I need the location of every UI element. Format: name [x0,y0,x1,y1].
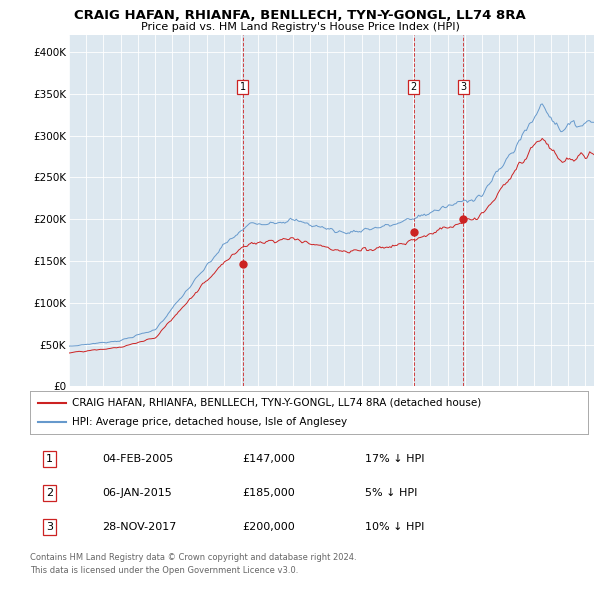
Text: 04-FEB-2005: 04-FEB-2005 [103,454,174,464]
Text: 1: 1 [239,82,246,92]
Text: 10% ↓ HPI: 10% ↓ HPI [365,522,424,532]
Text: 06-JAN-2015: 06-JAN-2015 [103,488,172,497]
Text: £200,000: £200,000 [242,522,295,532]
Text: CRAIG HAFAN, RHIANFA, BENLLECH, TYN-Y-GONGL, LL74 8RA: CRAIG HAFAN, RHIANFA, BENLLECH, TYN-Y-GO… [74,9,526,22]
Text: 17% ↓ HPI: 17% ↓ HPI [365,454,424,464]
Text: 1: 1 [46,454,53,464]
Text: £185,000: £185,000 [242,488,295,497]
Text: 5% ↓ HPI: 5% ↓ HPI [365,488,417,497]
Text: Price paid vs. HM Land Registry's House Price Index (HPI): Price paid vs. HM Land Registry's House … [140,22,460,32]
Text: 3: 3 [46,522,53,532]
Text: HPI: Average price, detached house, Isle of Anglesey: HPI: Average price, detached house, Isle… [72,417,347,427]
Text: £147,000: £147,000 [242,454,295,464]
Text: CRAIG HAFAN, RHIANFA, BENLLECH, TYN-Y-GONGL, LL74 8RA (detached house): CRAIG HAFAN, RHIANFA, BENLLECH, TYN-Y-GO… [72,398,481,408]
Text: 3: 3 [460,82,466,92]
Text: 28-NOV-2017: 28-NOV-2017 [103,522,177,532]
Text: Contains HM Land Registry data © Crown copyright and database right 2024.: Contains HM Land Registry data © Crown c… [30,553,356,562]
Text: 2: 2 [410,82,417,92]
Text: This data is licensed under the Open Government Licence v3.0.: This data is licensed under the Open Gov… [30,566,298,575]
Text: 2: 2 [46,488,53,497]
